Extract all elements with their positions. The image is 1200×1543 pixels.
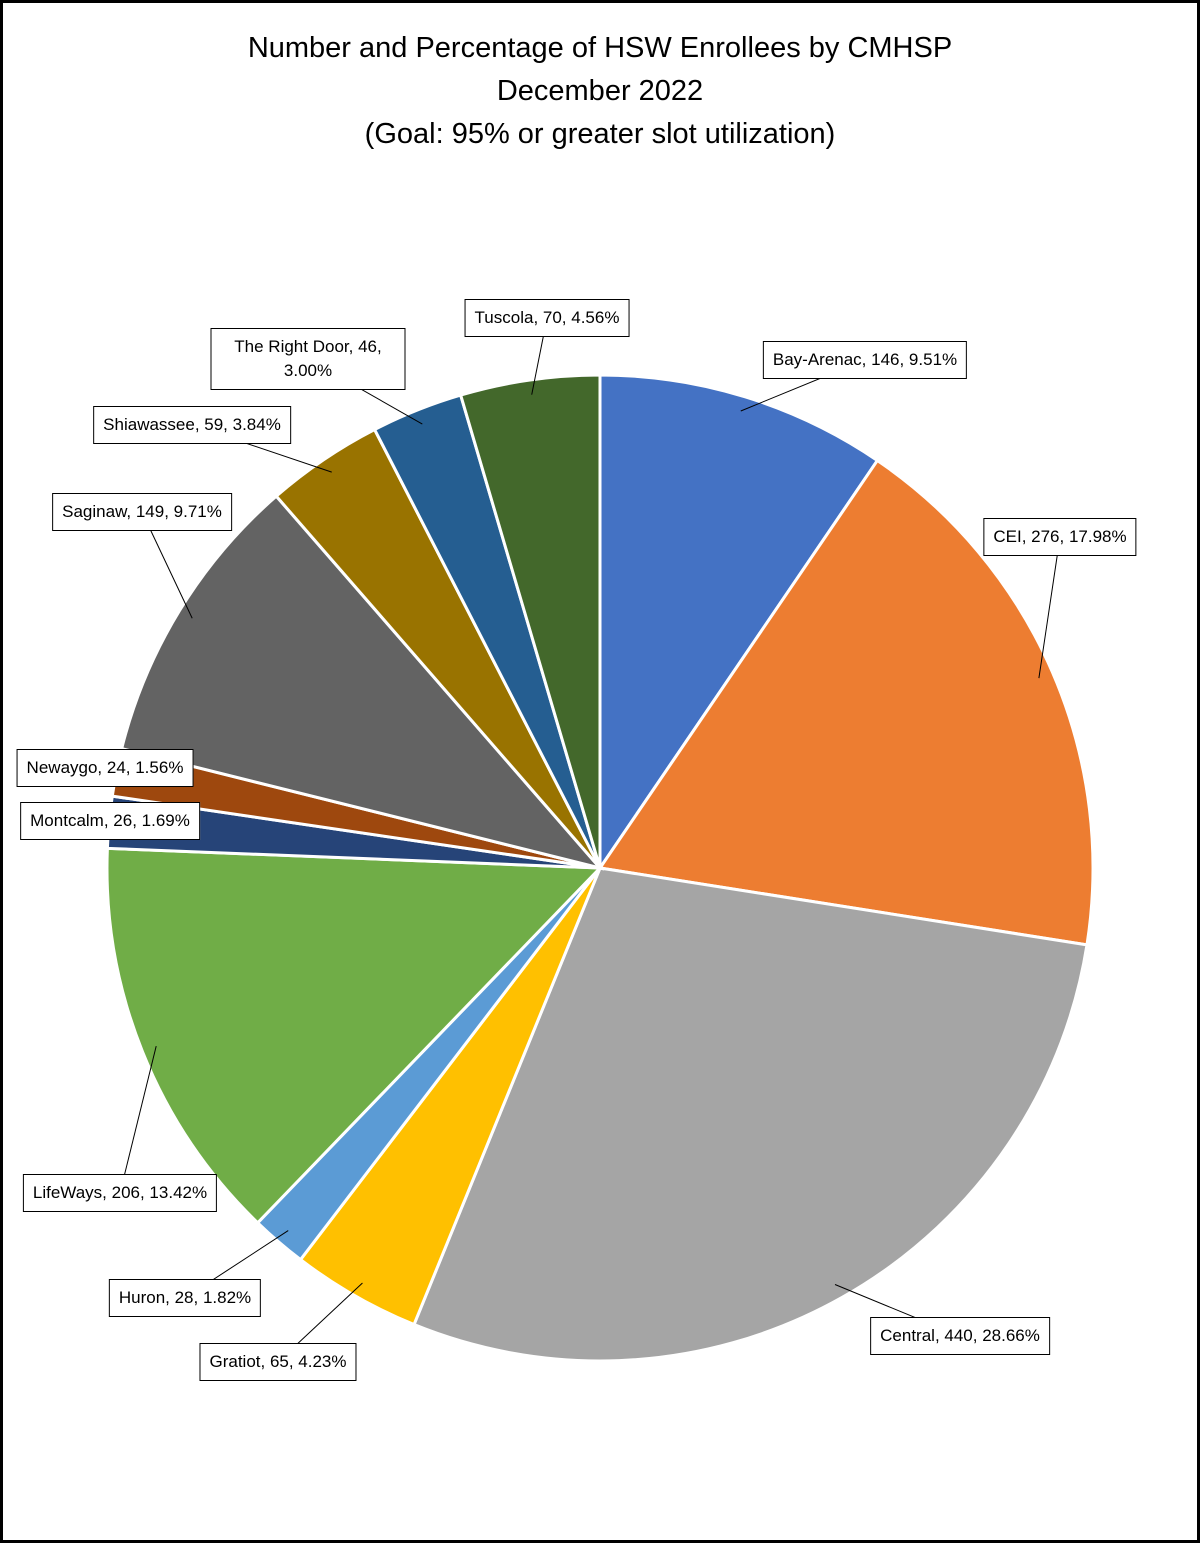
data-label: CEI, 276, 17.98%	[983, 518, 1137, 556]
pie-slice	[105, 846, 604, 1225]
data-label: LifeWays, 206, 13.42%	[22, 1174, 218, 1212]
data-label: Shiawassee, 59, 3.84%	[93, 406, 291, 444]
pie-slice	[458, 373, 602, 869]
chart-title: Number and Percentage of HSW Enrollees b…	[248, 32, 952, 64]
data-label: Newaygo, 24, 1.56%	[16, 749, 194, 787]
chart-title: December 2022	[497, 75, 703, 107]
pie-slice	[412, 866, 1089, 1363]
data-label: The Right Door, 46, 3.00%	[210, 328, 406, 390]
data-label: Saginaw, 149, 9.71%	[52, 493, 232, 531]
leader-line	[1038, 536, 1061, 679]
pie-slice	[119, 494, 605, 871]
data-label: Tuscola, 70, 4.56%	[464, 299, 630, 337]
data-label: Huron, 28, 1.82%	[108, 1279, 262, 1317]
data-label: Bay-Arenac, 146, 9.51%	[762, 341, 968, 379]
pie-slice	[597, 458, 1095, 947]
pie-slice	[598, 373, 880, 873]
data-label: Gratiot, 65, 4.23%	[199, 1343, 357, 1381]
data-label: Central, 440, 28.66%	[870, 1317, 1050, 1355]
data-label: Montcalm, 26, 1.69%	[20, 802, 200, 840]
chart: Number and Percentage of HSW Enrollees b…	[104, 32, 1095, 1363]
chart-title: (Goal: 95% or greater slot utilization)	[365, 118, 836, 150]
leader-line	[119, 1046, 157, 1194]
